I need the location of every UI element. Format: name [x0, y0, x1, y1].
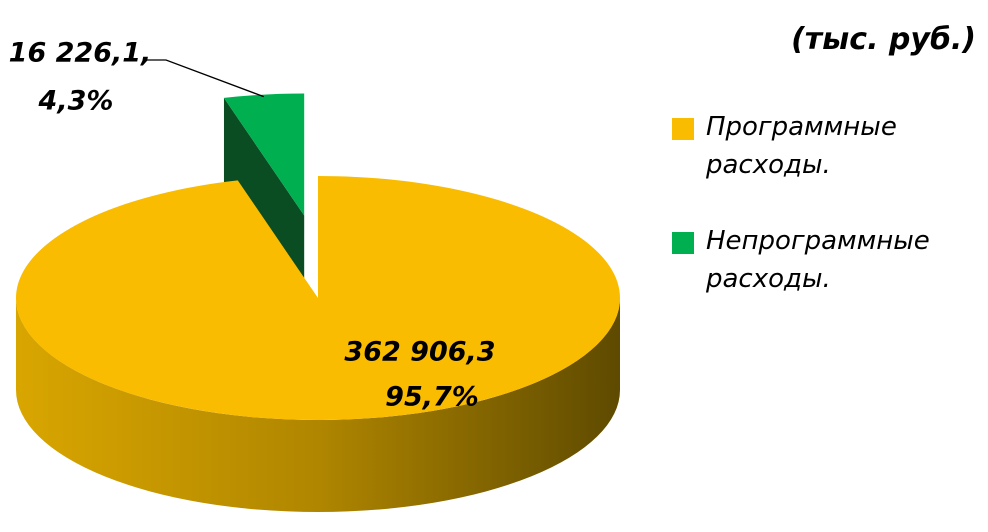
percent-label: 4,3% [38, 86, 114, 117]
subtitle: (тыс. руб.) [791, 22, 976, 57]
legend-entry: Непрограммные расходы. [672, 222, 982, 298]
value-label: 16 226,1, [9, 38, 152, 69]
percent-label: 95,7% [385, 382, 479, 413]
legend-label: Программные расходы. [706, 112, 897, 180]
slice-side [16, 298, 620, 512]
legend-entry: Программные расходы. [672, 108, 982, 184]
slice [223, 93, 305, 216]
value-label: 362 906,3 [344, 337, 495, 368]
slice [15, 176, 620, 420]
legend-label: Непрограммные расходы. [706, 226, 930, 294]
legend-swatch [672, 232, 694, 254]
legend-swatch [672, 118, 694, 140]
leader-line [146, 59, 264, 98]
